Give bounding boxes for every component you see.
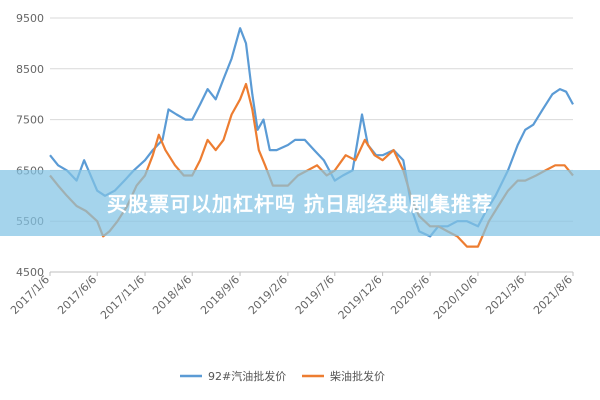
- legend-label-1: 92#汽油批发价: [208, 369, 286, 383]
- legend-label-2: 柴油批发价: [330, 369, 385, 383]
- x-tick-label: 2017/1/6: [8, 273, 52, 317]
- y-tick-label: 8500: [16, 63, 44, 76]
- y-tick-label: 4500: [16, 266, 44, 279]
- overlay-banner: [0, 170, 600, 236]
- y-axis: 450055006500750085009500: [16, 12, 44, 279]
- x-tick-label: 2017/6/6: [55, 273, 99, 317]
- x-tick-label: 2021/3/6: [483, 273, 527, 317]
- x-tick-label: 2021/8/6: [531, 273, 575, 317]
- legend: 92#汽油批发价 柴油批发价: [180, 369, 385, 383]
- x-tick-label: 2020/5/6: [388, 273, 432, 317]
- x-tick-label: 2019/7/6: [293, 273, 337, 317]
- x-tick-label: 2017/11/6: [98, 273, 147, 322]
- banner-text: 买股票可以加杠杆吗 抗日剧经典剧集推荐: [107, 192, 493, 216]
- x-tick-label: 2019/12/6: [336, 273, 385, 322]
- x-tick-label: 2020/10/6: [431, 273, 480, 322]
- x-tick-label: 2019/2/6: [246, 273, 290, 317]
- y-tick-label: 9500: [16, 12, 44, 25]
- y-tick-label: 7500: [16, 114, 44, 127]
- x-tick-label: 2018/9/6: [198, 273, 242, 317]
- x-tick-label: 2018/4/6: [150, 273, 194, 317]
